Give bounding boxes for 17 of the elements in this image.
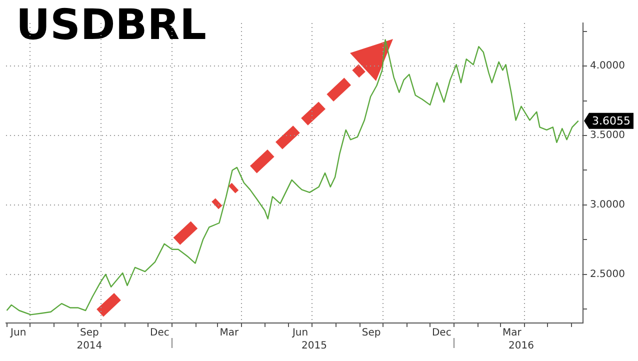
y-tick-label: 2.5000 [590, 268, 625, 280]
x2-tick-label: 2014 [76, 340, 102, 352]
x-tick-label: Jun [10, 328, 26, 339]
x2-tick-label: 2016 [508, 340, 534, 352]
y-tick-label: 3.0000 [590, 200, 625, 211]
y-tick-label: 4.0000 [590, 60, 625, 72]
y-tick-label: 3.5000 [590, 130, 625, 142]
x-tick-label: Dec [150, 328, 170, 339]
chart-title: USDBRL [16, 0, 206, 49]
annotation: 3.6055 [592, 114, 630, 128]
x-tick-label: Jun [291, 328, 308, 339]
x-tick-label: Mar [502, 328, 522, 339]
x-tick-label: Sep [80, 328, 99, 339]
x-tick-label: Mar [220, 328, 240, 339]
x-tick-label: Sep [362, 328, 381, 339]
x-tick-label: Dec [432, 328, 452, 339]
x2-tick-label: 2015 [301, 340, 327, 352]
